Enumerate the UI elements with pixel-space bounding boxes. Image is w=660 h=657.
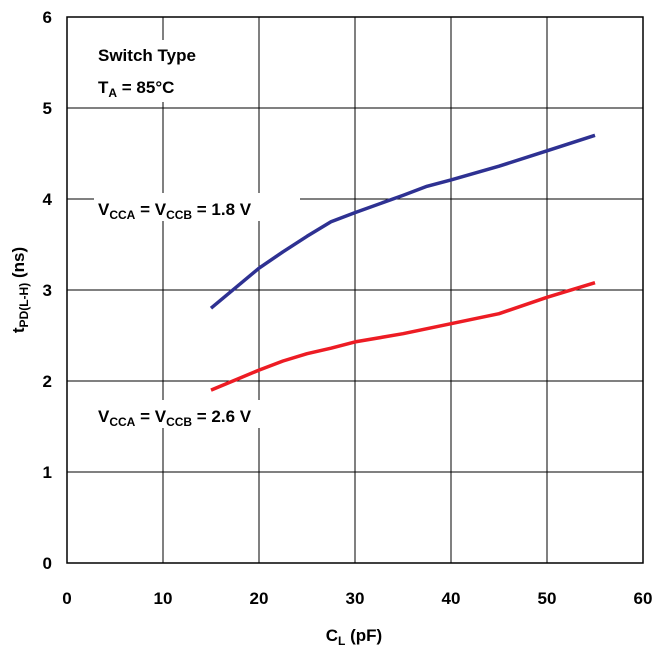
y-tick-label-2: 2 <box>43 372 52 391</box>
series-2-label: VCCA = VCCB = 2.6 V <box>98 407 252 429</box>
temperature-annotation: TA = 85°C <box>98 78 174 100</box>
x-axis-label: CL (pF) <box>326 626 382 648</box>
series-1-label: VCCA = VCCB = 1.8 V <box>98 200 252 222</box>
x-tick-label-3: 30 <box>346 589 365 608</box>
x-tick-label-0: 0 <box>62 589 71 608</box>
series-1-label-background <box>94 193 300 221</box>
y-tick-labels: 0 1 2 3 4 5 6 <box>43 8 53 573</box>
x-tick-label-4: 40 <box>442 589 461 608</box>
y-tick-label-1: 1 <box>43 463 52 482</box>
x-tick-label-1: 10 <box>154 589 173 608</box>
y-tick-label-5: 5 <box>43 99 52 118</box>
grid <box>67 17 643 563</box>
annotation-background <box>94 40 244 102</box>
series-line-1 <box>209 133 596 310</box>
y-axis-label: tPD(L-H) (ns) <box>9 247 31 333</box>
y-tick-label-4: 4 <box>43 190 53 209</box>
x-tick-label-5: 50 <box>538 589 557 608</box>
x-tick-label-6: 60 <box>634 589 653 608</box>
y-tick-label-0: 0 <box>43 554 52 573</box>
y-tick-label-6: 6 <box>43 8 52 27</box>
plot-frame <box>66 16 644 564</box>
x-tick-label-2: 20 <box>250 589 269 608</box>
switch-type-annotation: Switch Type <box>98 46 196 65</box>
series-line-2 <box>210 281 596 392</box>
x-tick-labels: 0 10 20 30 40 50 60 <box>62 589 652 608</box>
y-tick-label-3: 3 <box>43 281 52 300</box>
series-2-label-background <box>94 400 300 428</box>
series-layer <box>209 133 596 392</box>
